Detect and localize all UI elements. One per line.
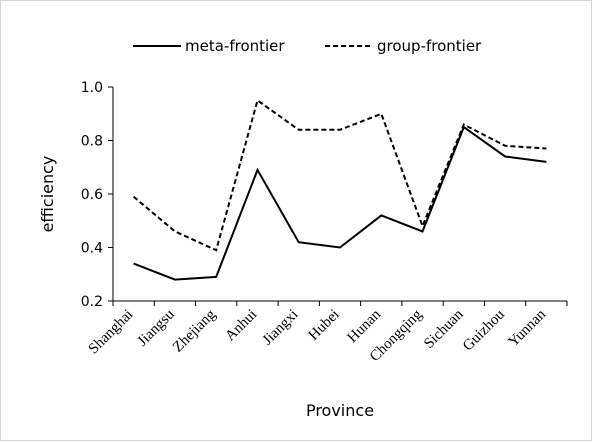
x-tick-label: Yunnan [505, 306, 549, 350]
y-axis-label: efficiency [38, 156, 57, 233]
legend: meta-frontier group-frontier [133, 37, 482, 55]
series-group [132, 98, 547, 281]
x-tick-label: Hubei [306, 307, 343, 344]
group-frontier-line [132, 98, 547, 252]
y-tick-label: 1.0 [81, 80, 103, 96]
meta-frontier-line [133, 125, 547, 281]
legend-label-group-frontier: group-frontier [377, 37, 482, 55]
x-tick-label: Guizhou [460, 306, 508, 354]
x-tick-label: Shanghai [86, 307, 137, 358]
x-tick-label: Jiangxi [260, 307, 302, 349]
x-tick-label: Sichuan [421, 306, 467, 352]
x-tick-label: Anhui [222, 307, 260, 345]
y-tick-label: 0.8 [81, 134, 103, 150]
y-tick-label: 0.6 [81, 187, 103, 203]
y-tick-label: 0.2 [81, 294, 103, 310]
y-tick-label: 0.4 [81, 241, 103, 257]
legend-label-meta-frontier: meta-frontier [185, 37, 285, 55]
x-tick-label: Zhejiang [170, 306, 219, 355]
x-axis-label: Province [306, 401, 374, 420]
x-tick-label: Hunan [345, 306, 385, 346]
